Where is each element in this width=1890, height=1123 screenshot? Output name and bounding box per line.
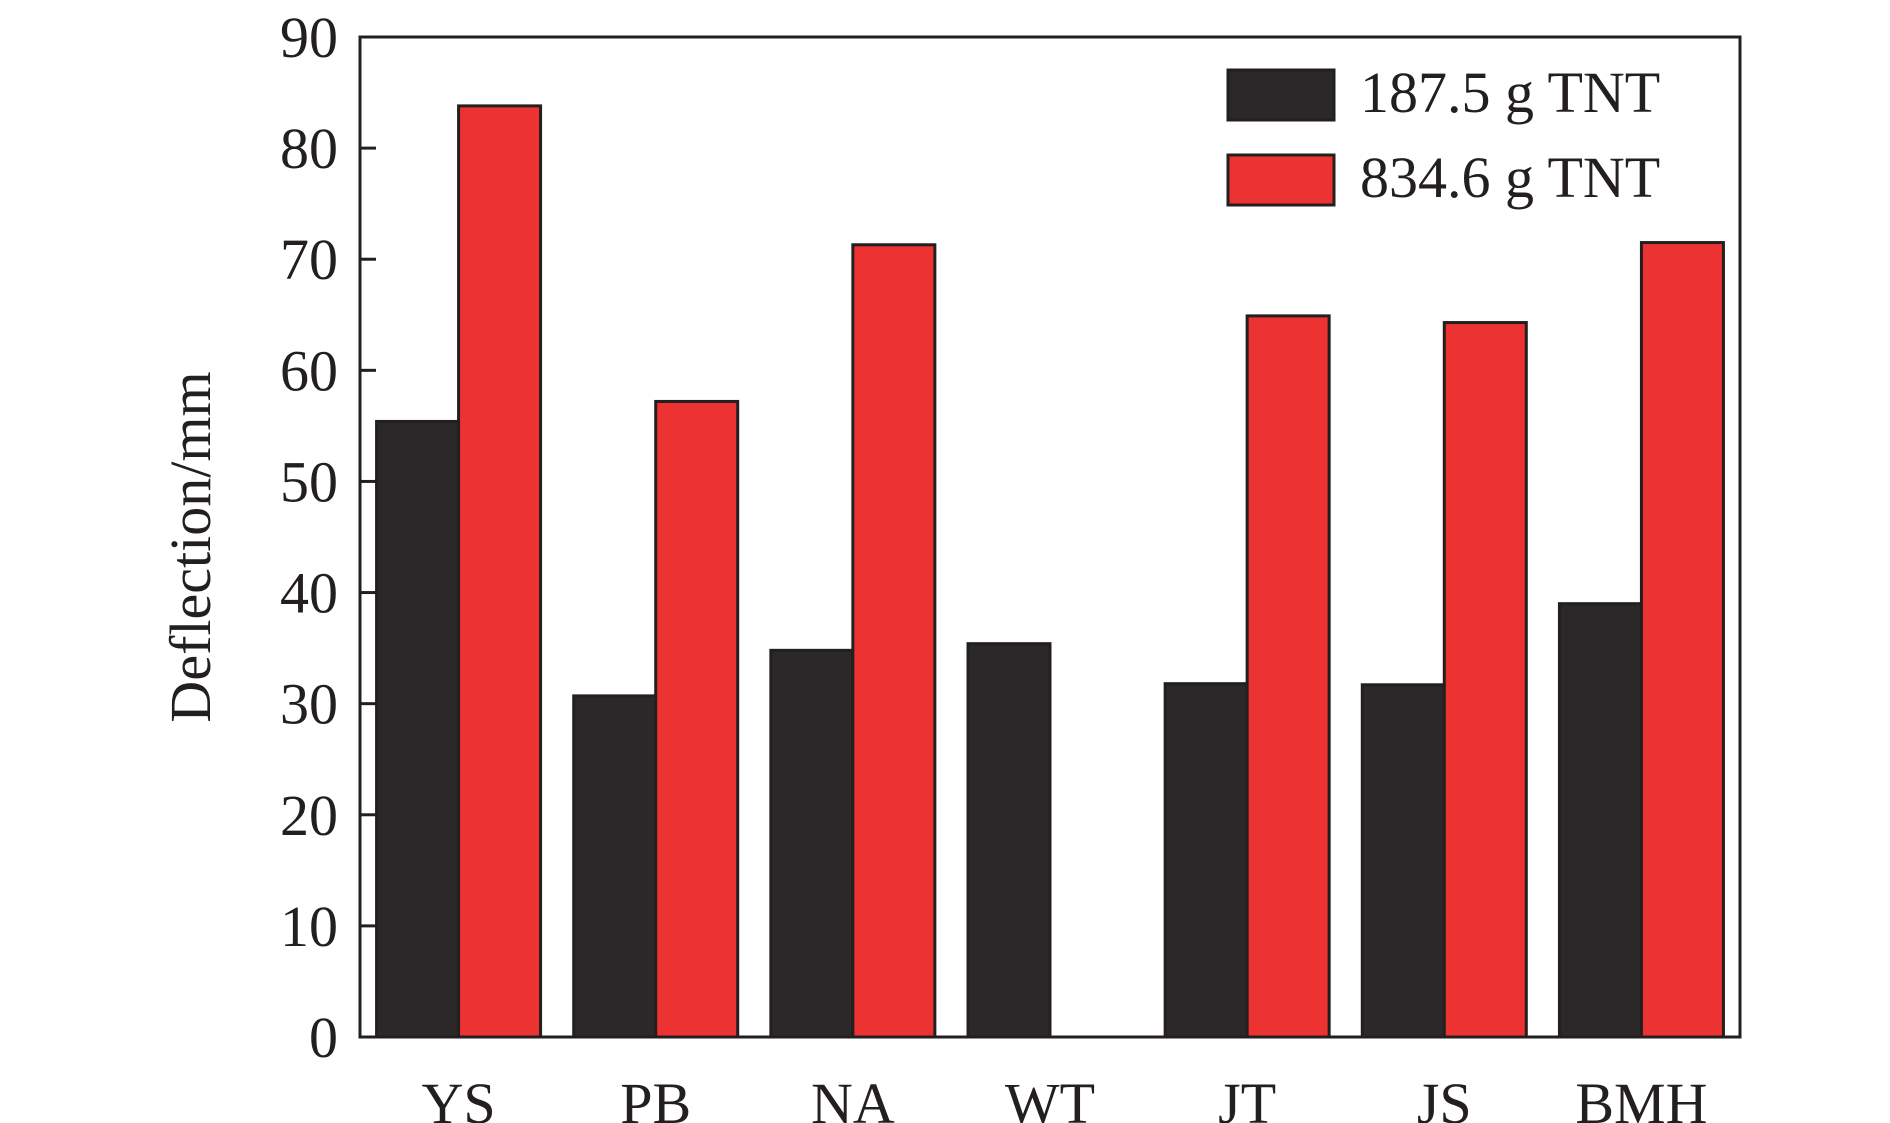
x-tick-label: WT [1005, 1071, 1095, 1123]
bar-bmh-series-2 [1639, 241, 1725, 1039]
bar-bmh-series-1 [1557, 602, 1643, 1039]
x-axis: YS PB NA WT JT JS BMH [421, 1071, 1707, 1123]
bar-na-series-1 [769, 648, 855, 1039]
x-tick-label: JT [1218, 1071, 1276, 1123]
legend-swatch-series-2 [1226, 153, 1336, 207]
bar-jt-series-1 [1163, 682, 1249, 1039]
legend: 187.5 g TNT 834.6 g TNT [1226, 60, 1660, 210]
x-tick-label: BMH [1575, 1071, 1707, 1123]
bar-pb-series-1 [572, 694, 658, 1039]
x-tick-label: JS [1417, 1071, 1472, 1123]
bar-na-series-2 [851, 243, 937, 1039]
bar-ys-series-2 [457, 104, 543, 1039]
bar-ys-series-1 [375, 419, 461, 1039]
legend-swatch-series-1 [1226, 68, 1336, 122]
bar-js-series-1 [1360, 683, 1446, 1039]
bars-layer [375, 104, 1725, 1039]
legend-label: 187.5 g TNT [1360, 60, 1660, 125]
bar-js-series-2 [1442, 321, 1528, 1039]
y-axis: 0 10 20 30 40 50 60 70 80 90 [280, 5, 376, 1070]
y-tick-label: 10 [280, 894, 338, 959]
y-tick-label: 40 [280, 561, 338, 626]
bar-jt-series-2 [1245, 314, 1331, 1039]
y-tick-label: 70 [280, 227, 338, 292]
bar-wt-series-1 [966, 642, 1052, 1039]
y-tick-label: 0 [309, 1005, 338, 1070]
y-tick-label: 50 [280, 449, 338, 514]
y-tick-label: 80 [280, 116, 338, 181]
plot-frame [358, 35, 1742, 1039]
legend-label: 834.6 g TNT [1360, 145, 1660, 210]
bar-pb-series-2 [654, 399, 740, 1039]
y-axis-label: Deflection/mm [158, 371, 223, 722]
x-tick-label: YS [421, 1071, 495, 1123]
x-tick-label: PB [620, 1071, 691, 1123]
y-tick-label: 90 [280, 5, 338, 70]
y-tick-label: 60 [280, 338, 338, 403]
y-tick-label: 20 [280, 783, 338, 848]
x-tick-label: NA [811, 1071, 895, 1123]
y-tick-label: 30 [280, 672, 338, 737]
